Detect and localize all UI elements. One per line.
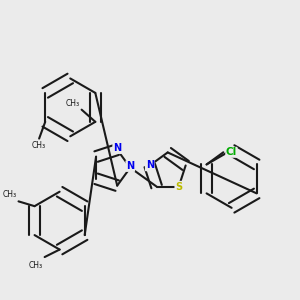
Text: N: N <box>146 160 154 170</box>
Text: S: S <box>175 182 182 192</box>
Text: Cl: Cl <box>226 147 237 157</box>
Text: N: N <box>113 143 121 153</box>
Text: CH₃: CH₃ <box>32 141 46 150</box>
Text: CH₃: CH₃ <box>3 190 17 199</box>
Text: CH₃: CH₃ <box>66 99 80 108</box>
Text: CH₃: CH₃ <box>29 261 43 270</box>
Text: N: N <box>126 161 134 171</box>
